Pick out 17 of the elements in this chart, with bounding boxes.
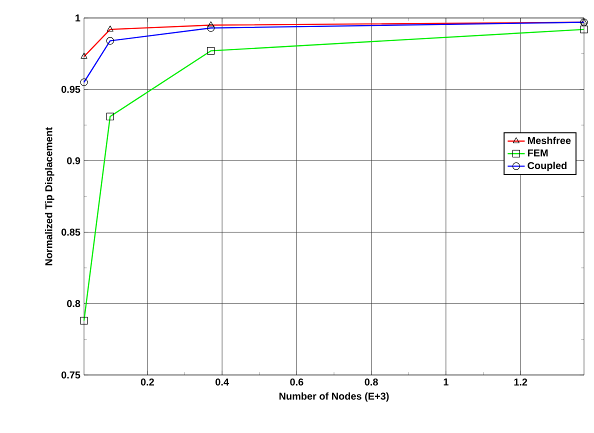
x-tick-label: 1: [444, 378, 448, 386]
y-tick-label: 1: [76, 14, 80, 22]
x-tick-label: 1.2: [514, 378, 528, 386]
x-tick-label: 0.6: [290, 378, 304, 386]
y-tick-label: 0.9: [67, 157, 80, 164]
legend-label: Coupled: [528, 162, 566, 172]
x-tick-label: 0.4: [216, 378, 229, 386]
y-axis-title: Normalized Tip Displacement: [44, 127, 54, 266]
x-tick-label: 0.8: [364, 378, 378, 386]
y-tick-label: 0.8: [67, 300, 80, 308]
y-tick-label: 0.85: [61, 228, 80, 236]
y-tick-label: 0.75: [61, 371, 80, 379]
legend-label: FEM: [528, 149, 548, 156]
y-tick-label: 0.95: [61, 86, 80, 93]
x-axis-title: Number of Nodes (E+3): [279, 392, 389, 402]
x-tick-label: 0.2: [140, 378, 154, 386]
legend-label: Meshfree: [528, 136, 571, 144]
